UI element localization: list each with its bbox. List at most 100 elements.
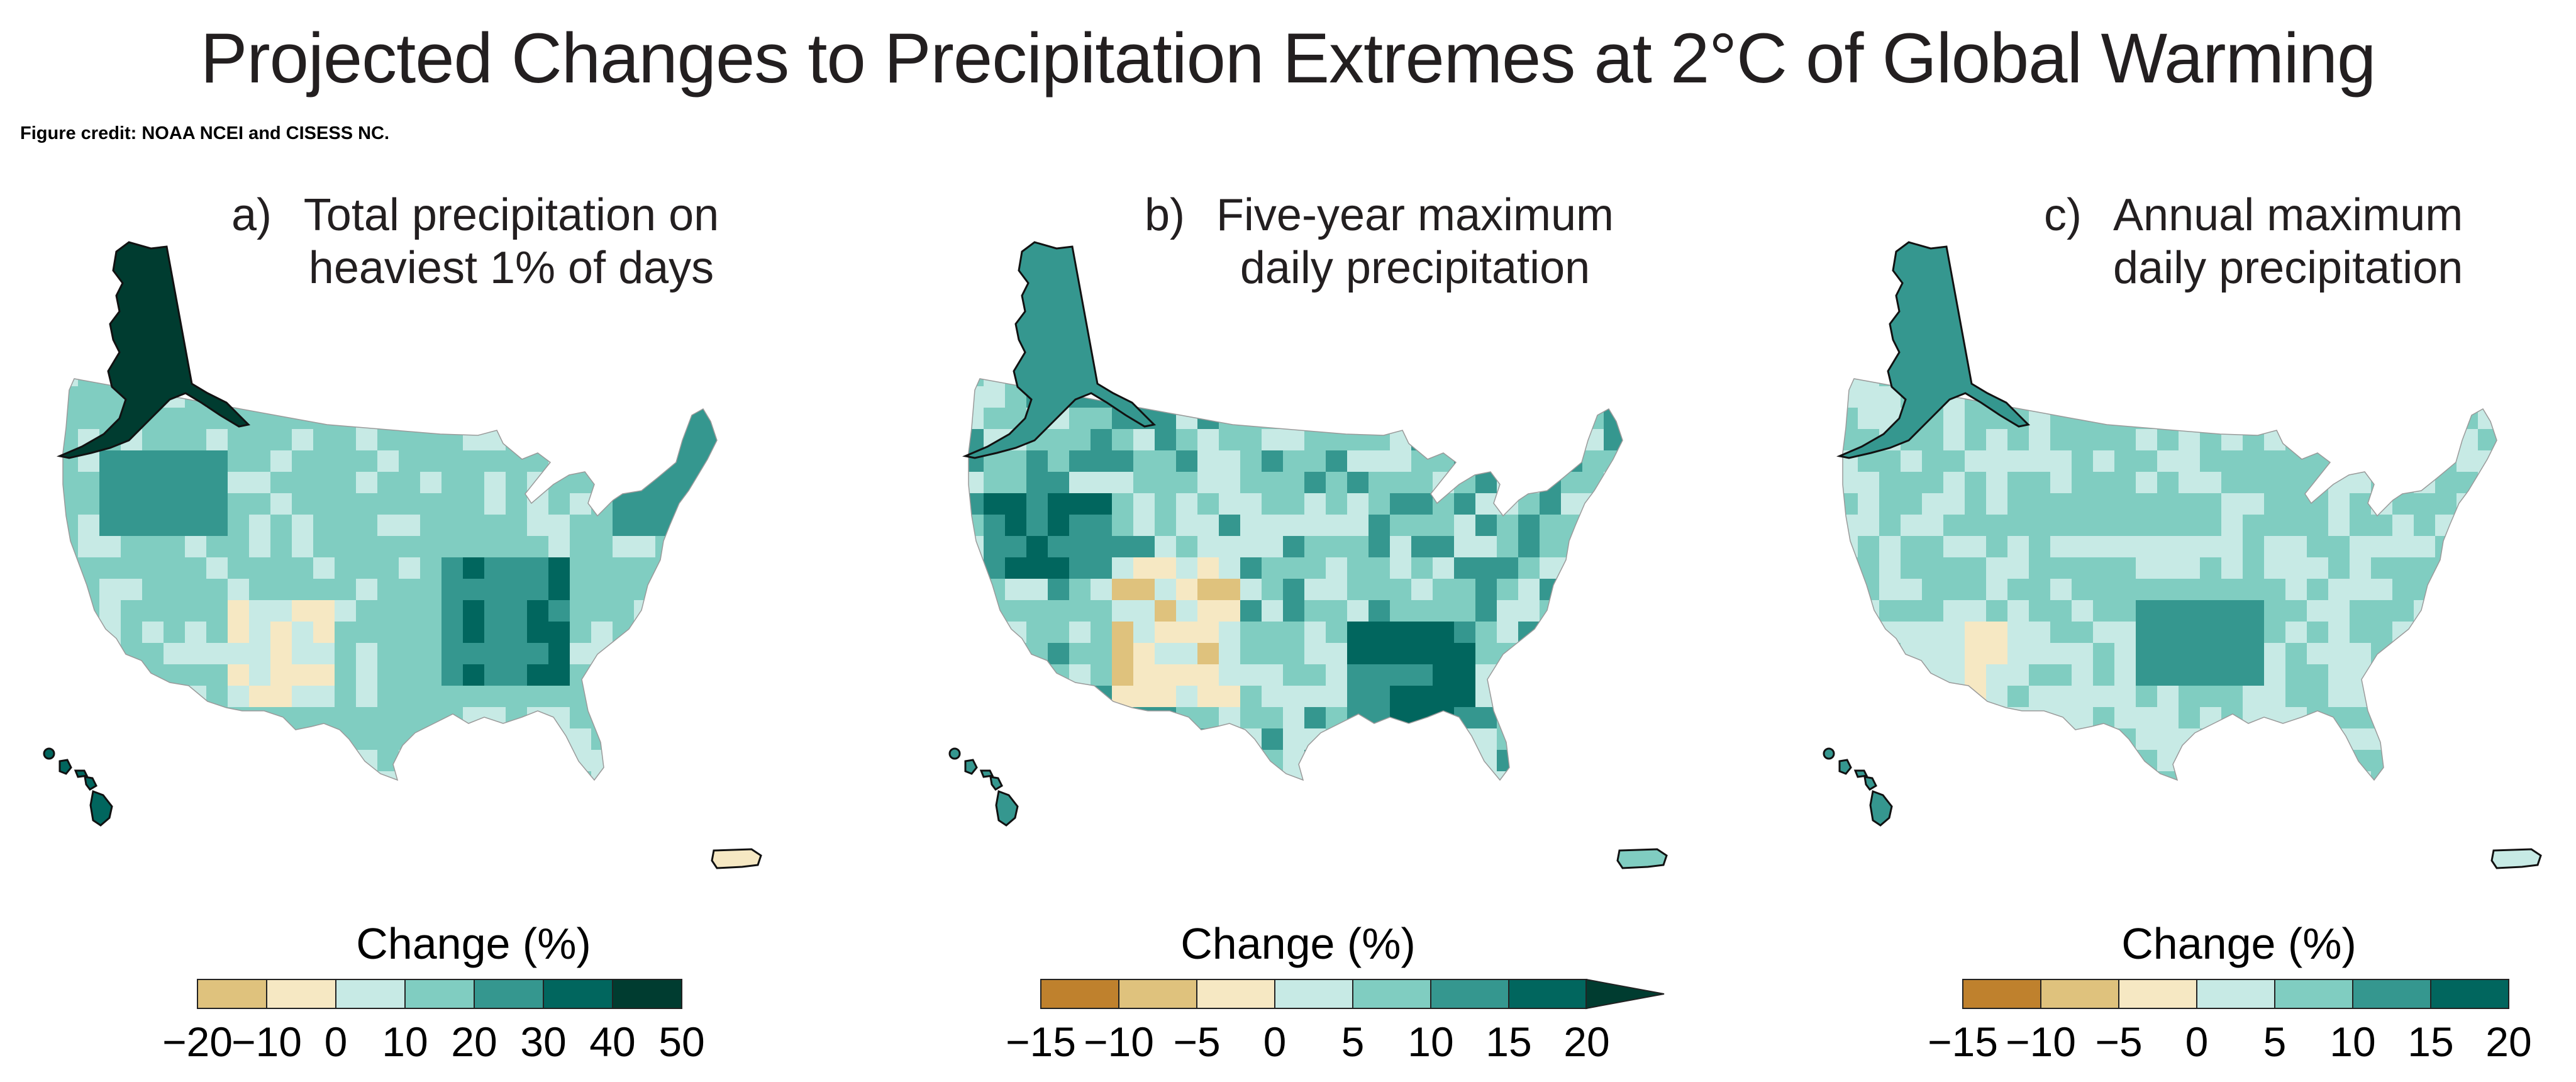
grid-cell [527,600,549,622]
colorbar-tick-label: −10 [2006,1018,2076,1065]
grid-cell [249,728,271,750]
grid-cell [99,664,121,686]
grid-cell [2264,536,2286,558]
grid-cell [2029,493,2051,515]
grid-cell [2221,493,2243,515]
grid-cell [1326,379,1348,387]
grid-cell [1433,622,1455,644]
grid-cell [2050,450,2072,472]
grid-cell [2392,386,2414,408]
grid-cell [984,707,1006,729]
grid-cell [570,386,592,408]
grid-cell [527,728,549,750]
grid-cell [2114,536,2136,558]
grid-cell [2007,386,2029,408]
grid-cell [228,379,250,387]
grid-cell [2050,557,2072,579]
grid-cell [484,771,506,780]
grid-cell [121,450,143,472]
grid-cell [2414,750,2436,772]
grid-cell [2499,643,2521,665]
grid-cell [2200,686,2222,708]
grid-cell [1843,771,1858,780]
grid-cell [1454,771,1476,780]
grid-cell [1283,728,1305,750]
grid-cell [1411,664,1433,686]
grid-cell [969,728,984,750]
grid-cell [1986,728,2008,750]
grid-cell [2457,493,2479,515]
grid-cell [441,515,464,537]
grid-cell [1858,728,1880,750]
grid-cell [228,771,250,780]
conus-field [1843,379,2521,780]
grid-cell [1176,472,1198,494]
grid-cell [249,643,271,665]
grid-cell [1005,472,1027,494]
grid-cell [185,664,207,686]
colorbar-tick-label: 20 [2485,1018,2532,1065]
grid-cell [1561,622,1583,644]
grid-cell [655,643,677,665]
grid-cell [1518,707,1540,729]
grid-cell [78,536,100,558]
grid-cell [356,707,378,729]
grid-cell [1475,579,1497,601]
grid-cell [249,515,271,537]
grid-cell [164,622,186,644]
grid-cell [2350,771,2372,780]
grid-cell [63,557,79,579]
grid-cell [1965,643,1987,665]
grid-cell [655,771,677,780]
grid-cell [1943,600,1965,622]
grid-cell [1347,771,1369,780]
grid-cell [2114,750,2136,772]
grid-cell [1005,664,1027,686]
grid-cell [2285,728,2307,750]
grid-cell [484,536,506,558]
grid-cell [335,536,357,558]
grid-cell [1133,429,1155,451]
grid-cell [1155,686,1177,708]
grid-cell [1026,579,1048,601]
grid-cell [142,600,164,622]
colorbar-tick-label: 10 [2329,1018,2376,1065]
grid-cell [2007,536,2029,558]
grid-cell [1858,707,1880,729]
grid-cell [2136,515,2158,537]
grid-cell [548,493,570,515]
colorbar-swatch [612,979,682,1009]
grid-cell [1304,408,1326,430]
grid-cell [548,515,570,537]
grid-cell [1219,728,1241,750]
grid-cell [2050,515,2072,537]
grid-cell [698,664,717,686]
grid-cell [2072,579,2094,601]
grid-cell [984,643,1006,665]
grid-cell [2179,408,2201,430]
grid-cell [719,707,741,729]
grid-cell [2285,643,2307,665]
grid-cell [78,600,100,622]
grid-cell [613,386,635,408]
grid-cell [1197,386,1219,408]
grid-cell [335,579,357,601]
grid-cell [1540,728,1562,750]
grid-cell [548,379,570,387]
grid-cell [1454,408,1476,430]
grid-cell [1368,728,1391,750]
grid-cell [655,622,677,644]
grid-cell [484,408,506,430]
grid-cell [2114,557,2136,579]
grid-cell [270,536,292,558]
grid-cell [1411,408,1433,430]
grid-cell [1283,493,1305,515]
grid-cell [292,515,314,537]
grid-cell [377,686,399,708]
grid-cell [1176,771,1198,780]
grid-cell [441,536,464,558]
grid-cell [1283,664,1305,686]
grid-cell [1922,557,1944,579]
grid-cell [2050,622,2072,644]
colorbar-tick-label: 30 [520,1018,567,1065]
